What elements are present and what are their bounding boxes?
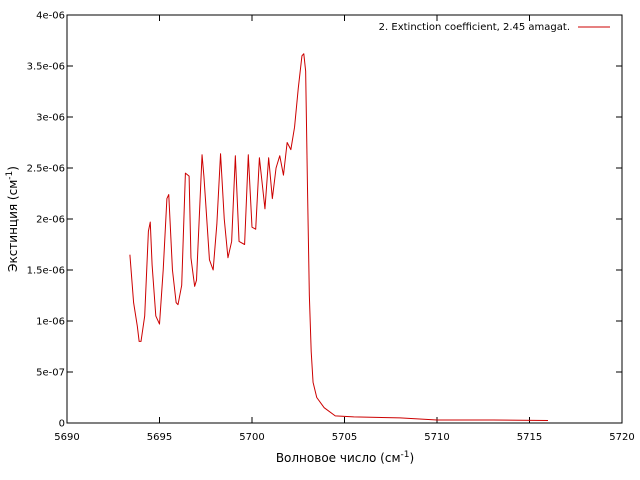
x-tick-label: 5710 — [424, 432, 449, 443]
y-axis-title-sup: -1 — [5, 171, 15, 180]
x-axis-title: Волновое число (см-1) — [276, 450, 414, 465]
y-tick-label: 3e-06 — [36, 113, 65, 124]
y-tick-label: 1e-06 — [36, 317, 65, 328]
x-tick-label: 5715 — [517, 432, 542, 443]
y-tick-label: 0 — [59, 419, 65, 430]
y-tick-label: 5e-07 — [36, 368, 65, 379]
y-axis-title-main: Экстинция (см — [6, 180, 20, 272]
legend: 2. Extinction coefficient, 2.45 amagat. — [379, 22, 610, 33]
plot-frame — [66, 14, 623, 424]
tick-labels: 5690 5695 5700 5705 5710 5715 5720 0 5e-07 1e-06 1… — [27, 11, 635, 444]
x-tick-label: 5720 — [609, 432, 634, 443]
y-tick-label: 4e-06 — [36, 11, 65, 22]
y-axis-title-tail: ) — [6, 166, 20, 171]
y-tick-label: 2e-06 — [36, 215, 65, 226]
x-tick-label: 5700 — [239, 432, 264, 443]
y-tick-label: 3.5e-06 — [27, 62, 65, 73]
series-line — [129, 53, 549, 421]
x-axis-title-sup: -1 — [401, 450, 410, 460]
y-tick-label: 2.5e-06 — [27, 164, 65, 175]
x-axis-title-tail: ) — [409, 451, 414, 465]
x-axis-title-main: Волновое число (см — [276, 451, 401, 465]
x-tick-label: 5705 — [332, 432, 357, 443]
y-tick-label: 1.5e-06 — [27, 266, 65, 277]
legend-label: 2. Extinction coefficient, 2.45 amagat. — [379, 22, 570, 33]
x-tick-label: 5690 — [54, 432, 79, 443]
series-layer — [129, 53, 549, 421]
x-tick-label: 5695 — [147, 432, 172, 443]
y-axis-title: Экстинция (см-1) — [5, 166, 20, 272]
